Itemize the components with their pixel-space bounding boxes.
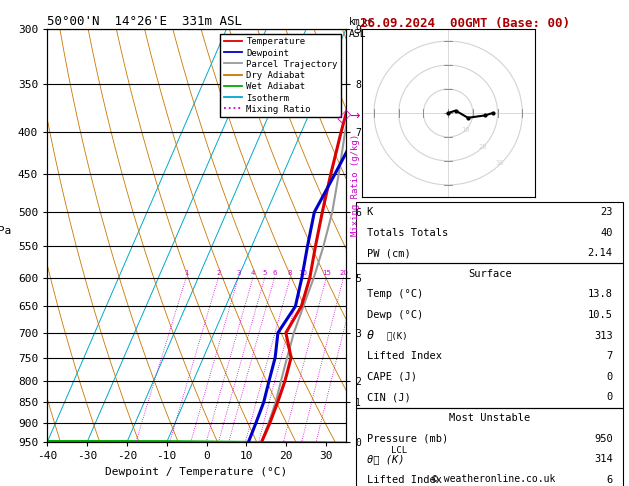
Text: kt: kt — [362, 18, 374, 28]
Y-axis label: hPa: hPa — [0, 226, 11, 236]
Bar — [356, 263, 623, 408]
Text: 8: 8 — [288, 270, 292, 276]
Bar — [356, 202, 623, 263]
Text: 7: 7 — [606, 351, 613, 361]
Text: © weatheronline.co.uk: © weatheronline.co.uk — [432, 473, 555, 484]
Text: 10.5: 10.5 — [587, 310, 613, 320]
Text: PW (cm): PW (cm) — [367, 248, 411, 258]
Text: Lifted Index: Lifted Index — [367, 351, 442, 361]
Text: 13.8: 13.8 — [587, 289, 613, 299]
Text: Lifted Index: Lifted Index — [367, 475, 442, 485]
Legend: Temperature, Dewpoint, Parcel Trajectory, Dry Adiabat, Wet Adiabat, Isotherm, Mi: Temperature, Dewpoint, Parcel Trajectory… — [220, 34, 342, 118]
Text: θ: θ — [367, 329, 374, 342]
Text: 20: 20 — [339, 270, 348, 276]
Text: ⯈: ⯈ — [335, 109, 351, 124]
Text: CIN (J): CIN (J) — [367, 392, 411, 402]
Bar — [356, 408, 623, 486]
Text: 0: 0 — [606, 392, 613, 402]
Text: Totals Totals: Totals Totals — [367, 227, 448, 238]
Text: LCL: LCL — [391, 446, 407, 455]
Text: 10: 10 — [461, 127, 470, 133]
Text: →: → — [349, 110, 360, 123]
Text: 950: 950 — [594, 434, 613, 444]
Text: 10: 10 — [298, 270, 308, 276]
Text: 50°00'N  14°26'E  331m ASL: 50°00'N 14°26'E 331m ASL — [47, 15, 242, 28]
Text: 30: 30 — [496, 160, 504, 166]
Text: 3: 3 — [236, 270, 241, 276]
Text: ᴇ(K): ᴇ(K) — [387, 331, 408, 340]
Text: 2.14: 2.14 — [587, 248, 613, 258]
Text: θᴇ (K): θᴇ (K) — [367, 454, 404, 464]
Text: 20: 20 — [479, 143, 487, 150]
Text: 5: 5 — [262, 270, 267, 276]
Text: Most Unstable: Most Unstable — [449, 413, 530, 423]
Text: 314: 314 — [594, 454, 613, 464]
Text: Pressure (mb): Pressure (mb) — [367, 434, 448, 444]
Text: Mixing Ratio (g/kg): Mixing Ratio (g/kg) — [351, 134, 360, 236]
Text: 0: 0 — [606, 372, 613, 382]
Text: 6: 6 — [606, 475, 613, 485]
Text: km
ASL: km ASL — [349, 17, 367, 38]
Text: CAPE (J): CAPE (J) — [367, 372, 416, 382]
Text: 26.09.2024  00GMT (Base: 00): 26.09.2024 00GMT (Base: 00) — [360, 17, 571, 30]
Text: 6: 6 — [272, 270, 277, 276]
Text: 23: 23 — [600, 207, 613, 217]
Text: K: K — [367, 207, 373, 217]
Text: Temp (°C): Temp (°C) — [367, 289, 423, 299]
Text: Surface: Surface — [468, 269, 511, 279]
Text: Dewp (°C): Dewp (°C) — [367, 310, 423, 320]
Text: 4: 4 — [251, 270, 255, 276]
Text: 2: 2 — [216, 270, 221, 276]
X-axis label: Dewpoint / Temperature (°C): Dewpoint / Temperature (°C) — [106, 467, 287, 477]
Text: 1: 1 — [184, 270, 189, 276]
Text: 15: 15 — [322, 270, 331, 276]
Text: 313: 313 — [594, 330, 613, 341]
Text: 40: 40 — [600, 227, 613, 238]
